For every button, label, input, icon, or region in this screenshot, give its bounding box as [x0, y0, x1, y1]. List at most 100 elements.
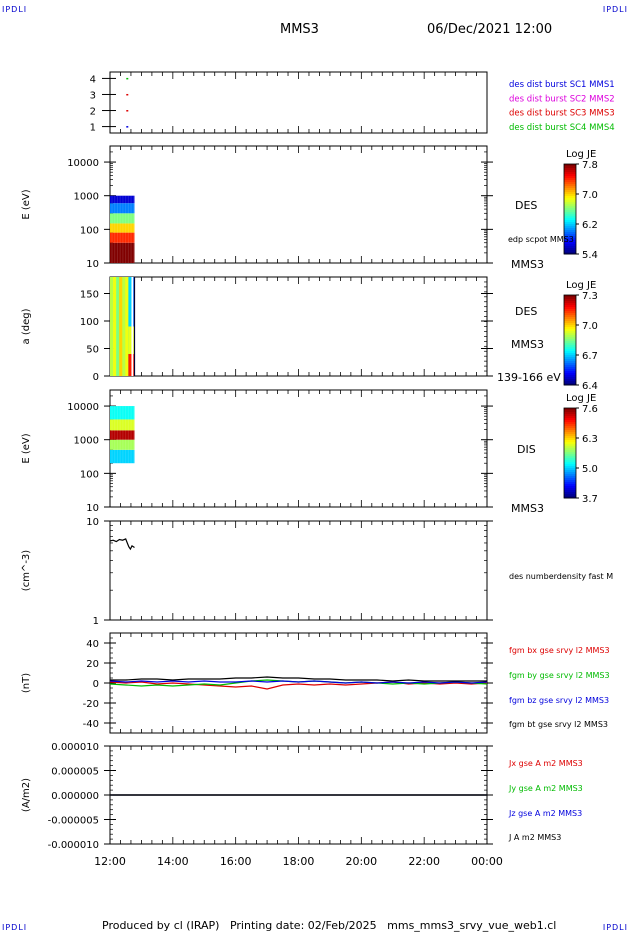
x-tick-label: 12:00: [94, 855, 126, 868]
panel-des_pitch: a (deg) 150 100 50 0 Log JE7.3 7.0 6.7 6.4 DES MMS…: [21, 276, 598, 392]
colorbar-tick-label: 6.3: [582, 434, 598, 445]
y-tick-label: 0.000010: [51, 742, 99, 753]
y-tick-label: 10000: [67, 402, 99, 413]
x-tick-label: 16:00: [220, 855, 252, 868]
colorbar-swatch: [564, 244, 576, 247]
colorbar-swatch: [564, 343, 576, 346]
series-label: fgm bz gse srvy l2 MMS3: [509, 696, 609, 705]
colorbar-swatch: [564, 464, 576, 467]
burst-marker: [126, 126, 129, 128]
colorbar-swatch: [564, 430, 576, 433]
colorbar-tick-label: 6.4: [582, 381, 598, 392]
x-tick-label: 22:00: [408, 855, 440, 868]
colorbar-swatch: [564, 474, 576, 477]
panel-frame: [109, 276, 488, 377]
colorbar-swatch: [564, 458, 576, 461]
colorbar-swatch: [564, 194, 576, 197]
spacecraft-label: MMS3: [511, 338, 544, 351]
colorbar-tick-label: 5.0: [582, 464, 598, 475]
burst-marker: [126, 110, 129, 112]
colorbar-swatch: [564, 333, 576, 336]
colorbar-swatch: [564, 226, 576, 229]
colorbar-swatch: [564, 422, 576, 425]
y-tick-label: 4: [90, 74, 96, 85]
panel-frame: [109, 520, 488, 621]
panel-des_energy: E (eV) 10000 1000 100 10 Log JE7.8 7.0 6.2 5.4 DE…: [21, 145, 598, 271]
colorbar-swatch: [564, 462, 576, 465]
colorbar-swatch: [564, 186, 576, 189]
legend-entry: des dist burst SC1 MMS1: [509, 80, 615, 90]
colorbar-swatch: [564, 351, 576, 354]
colorbar-swatch: [564, 484, 576, 487]
colorbar-swatch: [564, 472, 576, 475]
y-tick-label: 10: [86, 259, 99, 270]
panel-current_density: (A/m2) 0.000010 0.000005 0.000000 -0.000005 -…: [21, 742, 583, 868]
burst-marker: [126, 77, 129, 80]
colorbar-tick-label: 7.3: [582, 291, 598, 302]
spacecraft-label: MMS3: [511, 258, 544, 271]
colorbar-swatch: [564, 480, 576, 483]
series-label: des numberdensity fast M: [509, 572, 613, 581]
colorbar-frame: [563, 163, 577, 255]
colorbar-swatch: [564, 470, 576, 473]
colorbar-swatch: [564, 248, 576, 251]
y-tick-label: -40: [83, 719, 99, 730]
colorbar-swatch: [564, 210, 576, 213]
colorbar-swatch: [564, 182, 576, 185]
y-tick-label: 10: [86, 517, 99, 528]
colorbar-swatch: [564, 383, 576, 386]
colorbar-swatch: [564, 295, 576, 298]
colorbar-swatch: [564, 184, 576, 187]
y-tick-label: 20: [86, 659, 99, 670]
colorbar-swatch: [564, 486, 576, 489]
colorbar-swatch: [564, 353, 576, 356]
corner-label-top-left: IPDLI: [2, 5, 28, 14]
colorbar-swatch: [564, 303, 576, 306]
colorbar-swatch: [564, 373, 576, 376]
colorbar-swatch: [564, 377, 576, 380]
colorbar-swatch: [564, 424, 576, 427]
colorbar-swatch: [564, 242, 576, 245]
y-tick-label: -0.000005: [48, 816, 99, 827]
colorbar-swatch: [564, 309, 576, 312]
instrument-sublabel: edp scpot MMS3: [508, 235, 574, 244]
y-tick-label: 1: [90, 123, 96, 134]
heatmap-cell: [116, 277, 120, 376]
y-axis-label: a (deg): [21, 308, 32, 344]
colorbar-swatch: [564, 494, 576, 497]
series-label: fgm by gse srvy l2 MMS3: [509, 671, 610, 680]
burst-marker: [126, 93, 129, 96]
series-label: Jz gse A m2 MMS3: [508, 809, 582, 818]
heatmap-cell: [110, 195, 135, 204]
colorbar-swatch: [564, 327, 576, 330]
heatmap-cell: [110, 277, 114, 376]
colorbar-swatch: [564, 446, 576, 449]
colorbar-title: Log JE: [566, 393, 596, 404]
y-tick-label: 0.000000: [51, 791, 99, 802]
colorbar-swatch: [564, 349, 576, 352]
heatmap-cell: [110, 203, 135, 214]
colorbar-swatch: [564, 488, 576, 491]
colorbar-swatch: [564, 222, 576, 225]
panel-frame: [109, 145, 488, 264]
colorbar-swatch: [564, 307, 576, 310]
y-tick-label: 1000: [74, 436, 99, 447]
y-axis-label: (A/m2): [21, 778, 32, 812]
colorbar-swatch: [564, 297, 576, 300]
colorbar-swatch: [564, 357, 576, 360]
colorbar-swatch: [564, 331, 576, 334]
colorbar-swatch: [564, 246, 576, 249]
colorbar-frame: [563, 407, 577, 499]
colorbar-swatch: [564, 250, 576, 253]
x-tick-label: 20:00: [345, 855, 377, 868]
colorbar-swatch: [564, 492, 576, 495]
colorbar-swatch: [564, 438, 576, 441]
colorbar-swatch: [564, 420, 576, 423]
colorbar-swatch: [564, 315, 576, 318]
colorbar-swatch: [564, 410, 576, 413]
colorbar-swatch: [564, 305, 576, 308]
panel-dis_energy: E (eV) 10000 1000 100 10 Log JE7.6 6.3 5.0 3.7 DI…: [21, 389, 598, 515]
colorbar-tick-label: 7.0: [582, 321, 598, 332]
colorbar-swatch: [564, 313, 576, 316]
spacecraft-label: MMS3: [511, 502, 544, 515]
